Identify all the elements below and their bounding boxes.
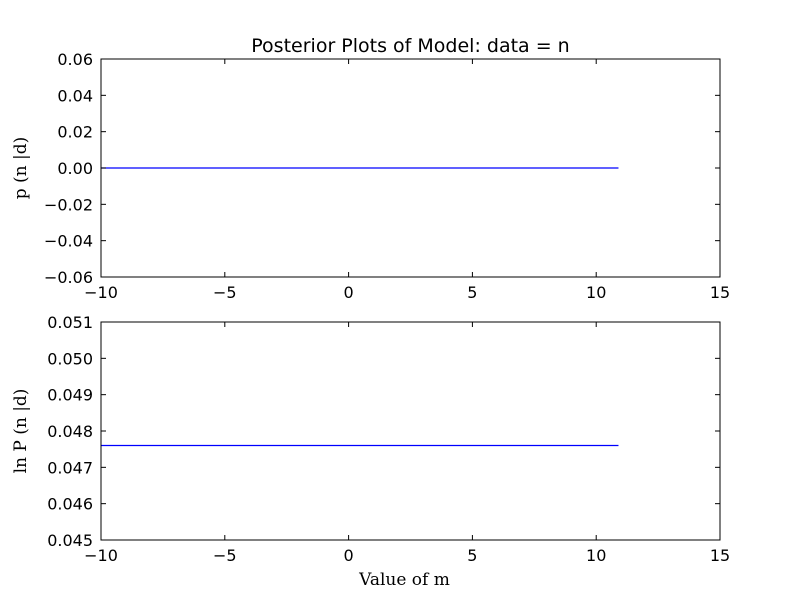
x-axis-label: Value of m bbox=[358, 570, 450, 590]
y-tick-label: −0.06 bbox=[44, 268, 93, 287]
y-tick-label: 0.045 bbox=[47, 531, 93, 550]
y-tick-label: 0.048 bbox=[47, 422, 93, 441]
x-tick-label: 10 bbox=[586, 546, 606, 565]
y-tick-label: 0.049 bbox=[47, 386, 93, 405]
y-tick-label: 0.051 bbox=[47, 313, 93, 332]
x-tick-label: −5 bbox=[213, 283, 237, 302]
y-tick-label: 0.050 bbox=[47, 349, 93, 368]
x-tick-label: 0 bbox=[344, 283, 354, 302]
x-tick-label: −10 bbox=[84, 546, 118, 565]
x-tick-label: −5 bbox=[213, 546, 237, 565]
x-tick-label: 15 bbox=[710, 283, 730, 302]
y-tick-label: −0.04 bbox=[44, 232, 93, 251]
y-axis-label: ln P (n |d) bbox=[11, 389, 31, 474]
x-tick-label: 15 bbox=[710, 546, 730, 565]
x-tick-label: 5 bbox=[467, 546, 477, 565]
x-tick-label: −10 bbox=[84, 283, 118, 302]
y-tick-label: 0.04 bbox=[57, 86, 93, 105]
chart-title: Posterior Plots of Model: data = n bbox=[251, 35, 569, 57]
y-tick-label: 0.046 bbox=[47, 495, 93, 514]
y-tick-label: 0.06 bbox=[57, 50, 93, 69]
x-tick-label: 0 bbox=[344, 546, 354, 565]
y-tick-label: 0.047 bbox=[47, 458, 93, 477]
y-axis-label: p (n |d) bbox=[11, 137, 31, 200]
y-tick-label: 0.02 bbox=[57, 123, 93, 142]
x-tick-label: 5 bbox=[467, 283, 477, 302]
y-tick-label: 0.00 bbox=[57, 159, 93, 178]
y-tick-label: −0.02 bbox=[44, 195, 93, 214]
x-tick-label: 10 bbox=[586, 283, 606, 302]
